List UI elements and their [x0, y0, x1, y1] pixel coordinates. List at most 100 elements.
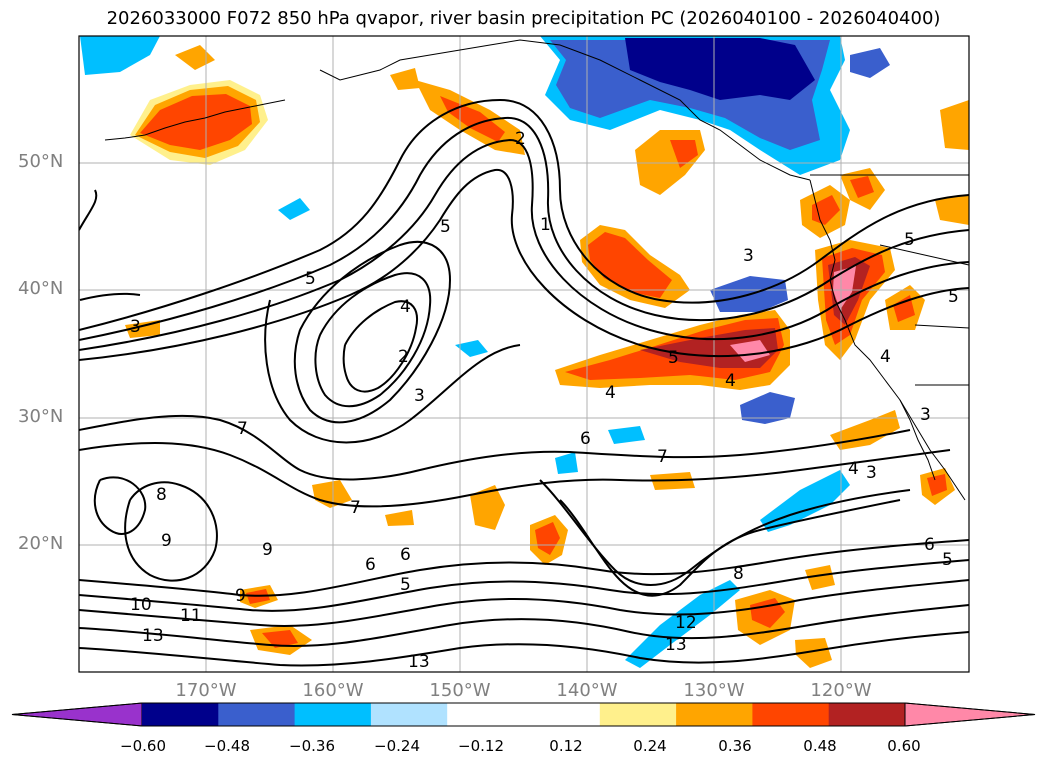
colorbar-tick-label: −0.60 — [120, 737, 166, 755]
colorbar-frame — [11, 702, 1036, 727]
positive-patch-sub-1-core — [535, 522, 560, 555]
contour-line — [79, 539, 969, 597]
lat-label-50n: 50°N — [18, 151, 64, 172]
contour-label: 5 — [948, 287, 959, 307]
contour-label: 4 — [725, 371, 736, 391]
map-frame — [78, 35, 970, 673]
contour-label: 1 — [540, 215, 551, 235]
colorbar-extend-min — [11, 702, 143, 727]
contour-line — [79, 138, 969, 351]
positive-patch-28n — [830, 410, 900, 450]
positive-patch-gulf-small-core — [670, 140, 698, 168]
colorbar-segment — [828, 703, 906, 726]
contour-label: 6 — [924, 535, 935, 555]
positive-patch-sub-2 — [470, 485, 505, 530]
contour-label: 5 — [305, 269, 316, 289]
alaska-coast — [319, 39, 811, 181]
contour-label: 2 — [398, 347, 409, 367]
north-america-coast — [809, 179, 966, 501]
contour-label: 4 — [605, 383, 616, 403]
contour-label: 5 — [904, 230, 915, 250]
contour-line — [79, 559, 969, 612]
lon-label-170w: 170°W — [175, 680, 237, 701]
positive-patch-ne-edge — [940, 100, 969, 150]
contour-line — [124, 481, 218, 582]
positive-patch-sub-8 — [805, 565, 835, 590]
contour-line — [79, 189, 98, 231]
colorbar-tick-label: −0.12 — [458, 737, 504, 755]
colorbar-tick-label: 0.24 — [633, 737, 667, 755]
contour-line — [79, 631, 969, 667]
contour-labels: 2 3 1 5 3 5 4 2 3 5 4 4 6 7 4 3 7 8 9 9 … — [130, 129, 959, 672]
colorbar-tick-label: 0.36 — [718, 737, 752, 755]
contour-label: 12 — [675, 613, 697, 633]
contour-line — [342, 300, 418, 393]
inland-border-2 — [914, 324, 969, 329]
contour-label: 6 — [365, 555, 376, 575]
contour-line — [539, 479, 911, 586]
qvapor-contours — [79, 98, 969, 667]
contour-label: 5 — [942, 550, 953, 570]
contour-label: 9 — [161, 531, 172, 551]
colorbar-segment — [294, 703, 372, 726]
negative-patch-small-3 — [455, 340, 488, 357]
colorbar-segment — [676, 703, 753, 726]
contour-label: 7 — [237, 419, 248, 439]
coastline-layer — [104, 39, 969, 501]
negative-patch-small-4 — [608, 426, 645, 444]
contour-label: 3 — [130, 317, 141, 337]
negative-patch-16n — [625, 580, 740, 668]
colorbar-segment — [752, 703, 830, 726]
colorbar — [11, 702, 1036, 727]
contour-label: 4 — [880, 347, 891, 367]
contour-label: 9 — [235, 586, 246, 606]
lat-label-20n: 20°N — [18, 533, 64, 554]
contour-line — [314, 272, 432, 408]
contour-label: 4 — [400, 297, 411, 317]
positive-patch-sub-11 — [390, 68, 420, 90]
contour-line — [79, 442, 951, 508]
contour-label: 7 — [657, 447, 668, 467]
positive-patch-sub-7 — [795, 638, 832, 668]
positive-patch-sub-5-core — [262, 630, 298, 648]
chart-title: 2026033000 F072 850 hPa qvapor, river ba… — [106, 8, 941, 29]
contour-line — [93, 476, 147, 535]
contour-line — [79, 414, 911, 481]
contour-line — [79, 579, 969, 627]
lon-label-120w: 120°W — [810, 680, 872, 701]
colorbar-segment — [599, 703, 677, 726]
contour-label: 13 — [665, 635, 687, 655]
lat-label-40n: 40°N — [18, 278, 64, 299]
colorbar-tick-label: 0.48 — [803, 737, 837, 755]
positive-patch-38n-east-core — [893, 295, 915, 322]
colorbar-segment — [370, 703, 448, 726]
contour-label: 5 — [400, 575, 411, 595]
contour-label: 3 — [920, 405, 931, 425]
colorbar-extend-max — [904, 702, 1036, 727]
contour-label: 5 — [668, 348, 679, 368]
colorbar-tick-label: −0.48 — [204, 737, 250, 755]
contour-label: 2 — [515, 129, 526, 149]
negative-patch-ne-corner — [850, 48, 890, 78]
contour-label: 3 — [743, 246, 754, 266]
contour-label: 3 — [414, 386, 425, 406]
positive-patch-sub-13 — [385, 510, 414, 526]
negative-patch-nw — [80, 36, 160, 75]
positive-patch-sub-10 — [175, 45, 215, 70]
negative-patch-33n — [740, 392, 795, 424]
contour-line — [79, 604, 969, 647]
contour-line — [293, 240, 452, 424]
negative-patch-small-1 — [278, 198, 310, 220]
contour-label: 8 — [733, 564, 744, 584]
contour-label: 8 — [156, 485, 167, 505]
contour-label: 9 — [262, 540, 273, 560]
positive-patch-22n-coast-core — [927, 474, 947, 496]
lon-label-150w: 150°W — [429, 680, 491, 701]
colorbar-tick-label: −0.36 — [289, 737, 335, 755]
contour-label: 13 — [408, 652, 430, 672]
negative-patch-24n — [760, 470, 850, 532]
negative-patch-small-2 — [555, 452, 578, 474]
contour-label: 3 — [866, 463, 877, 483]
colorbar-segment — [523, 703, 601, 726]
